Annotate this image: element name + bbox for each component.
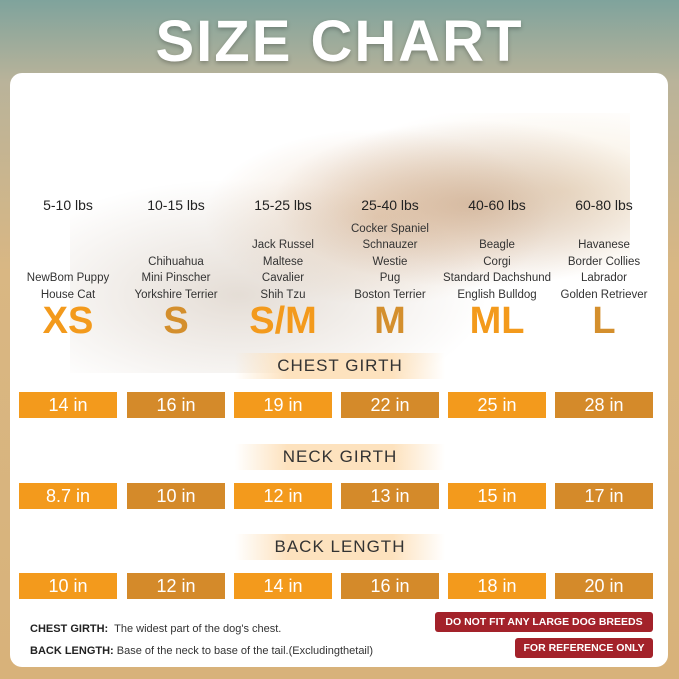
back-length-note: BACK LENGTH: Base of the neck to base of… bbox=[30, 645, 373, 657]
measurement-value: 15 in bbox=[448, 483, 546, 509]
reference-only-tag: FOR REFERENCE ONLY bbox=[515, 638, 653, 658]
measurement-heading: BACK LENGTH bbox=[235, 534, 445, 560]
breed-list: Jack Russel Maltese Cavalier Shih Tzu bbox=[228, 237, 338, 303]
measurement-value: 20 in bbox=[555, 573, 653, 599]
measurement-value: 19 in bbox=[234, 392, 332, 418]
measurement-value: 12 in bbox=[234, 483, 332, 509]
size-label: L bbox=[592, 300, 616, 342]
breed-name: Shih Tzu bbox=[260, 288, 306, 301]
weight-range: 40-60 lbs bbox=[468, 197, 526, 213]
breed-name: Westie bbox=[372, 255, 408, 268]
breed-name: Havanese bbox=[578, 239, 630, 251]
breed-name: Beagle bbox=[479, 239, 515, 251]
breed-list: Havanese Border Collies Labrador Golden Ret… bbox=[549, 237, 659, 303]
breed-list: Chihuahua Mini Pinscher Yorkshire Terrier bbox=[121, 254, 231, 304]
breed-name: House Cat bbox=[40, 288, 96, 301]
measurement-value: 12 in bbox=[127, 573, 225, 599]
breed-name: Border Collies bbox=[567, 255, 641, 268]
measurement-value: 14 in bbox=[19, 392, 117, 418]
size-label: S bbox=[163, 300, 189, 342]
large-breed-warning-tag: DO NOT FIT ANY LARGE DOG BREEDS bbox=[435, 612, 653, 632]
size-chart-card: 5-10 lbs NewBom Puppy House Cat XS 10-15 lbs… bbox=[10, 73, 668, 667]
breed-name: English Bulldog bbox=[457, 288, 537, 301]
measurement-heading: CHEST GIRTH bbox=[235, 353, 445, 379]
breed-name: Mini Pinscher bbox=[141, 272, 211, 284]
page-title: SIZE CHART bbox=[155, 9, 524, 74]
weight-range: 10-15 lbs bbox=[147, 197, 205, 213]
measurement-value: 16 in bbox=[127, 392, 225, 418]
size-label: ML bbox=[469, 300, 525, 342]
measurement-value: 8.7 in bbox=[19, 483, 117, 509]
breed-name: Schnauzer bbox=[362, 239, 418, 251]
breed-name: Golden Retriever bbox=[560, 288, 648, 301]
breed-name: Corgi bbox=[483, 255, 511, 268]
note-term: CHEST GIRTH: bbox=[30, 623, 109, 635]
breed-name: Boston Terrier bbox=[354, 288, 426, 301]
size-label: XS bbox=[42, 300, 94, 342]
measurement-value: 14 in bbox=[234, 573, 332, 599]
measurement-value: 25 in bbox=[448, 392, 546, 418]
measurement-value: 16 in bbox=[341, 573, 439, 599]
measurement-value: 28 in bbox=[555, 392, 653, 418]
breed-name: NewBom Puppy bbox=[26, 272, 110, 284]
breed-name: Jack Russel bbox=[252, 239, 314, 251]
size-label: S/M bbox=[249, 300, 317, 342]
breed-name: Labrador bbox=[580, 272, 628, 284]
breed-name: Standard Dachshund bbox=[442, 272, 552, 284]
weight-range: 60-80 lbs bbox=[575, 197, 633, 213]
breed-list: Beagle Corgi Standard Dachshund English Bul… bbox=[442, 237, 552, 303]
note-text: Base of the neck to base of the tail.(Ex… bbox=[116, 645, 373, 657]
measurement-value: 17 in bbox=[555, 483, 653, 509]
weight-range: 15-25 lbs bbox=[254, 197, 312, 213]
dogs-image bbox=[70, 113, 630, 373]
chest-girth-note: CHEST GIRTH: The widest part of the dog'… bbox=[30, 623, 281, 635]
size-label: M bbox=[374, 300, 406, 342]
measurement-value: 22 in bbox=[341, 392, 439, 418]
note-term: BACK LENGTH: bbox=[30, 645, 114, 657]
measurement-heading: NECK GIRTH bbox=[235, 444, 445, 470]
measurement-value: 10 in bbox=[127, 483, 225, 509]
breed-list: NewBom Puppy House Cat bbox=[13, 270, 123, 303]
measurement-value: 10 in bbox=[19, 573, 117, 599]
breed-name: Pug bbox=[379, 272, 401, 284]
weight-range: 5-10 lbs bbox=[43, 197, 93, 213]
breed-name: Yorkshire Terrier bbox=[134, 288, 218, 301]
measurement-value: 18 in bbox=[448, 573, 546, 599]
breed-name: Maltese bbox=[262, 255, 304, 268]
breed-name: Cocker Spaniel bbox=[351, 222, 429, 235]
measurement-value: 13 in bbox=[341, 483, 439, 509]
breed-name: Cavalier bbox=[261, 272, 305, 284]
breed-name: Chihuahua bbox=[148, 255, 204, 268]
weight-range: 25-40 lbs bbox=[361, 197, 419, 213]
note-text: The widest part of the dog's chest. bbox=[114, 623, 282, 635]
breed-list: Cocker Spaniel Schnauzer Westie Pug Boston T… bbox=[335, 221, 445, 304]
